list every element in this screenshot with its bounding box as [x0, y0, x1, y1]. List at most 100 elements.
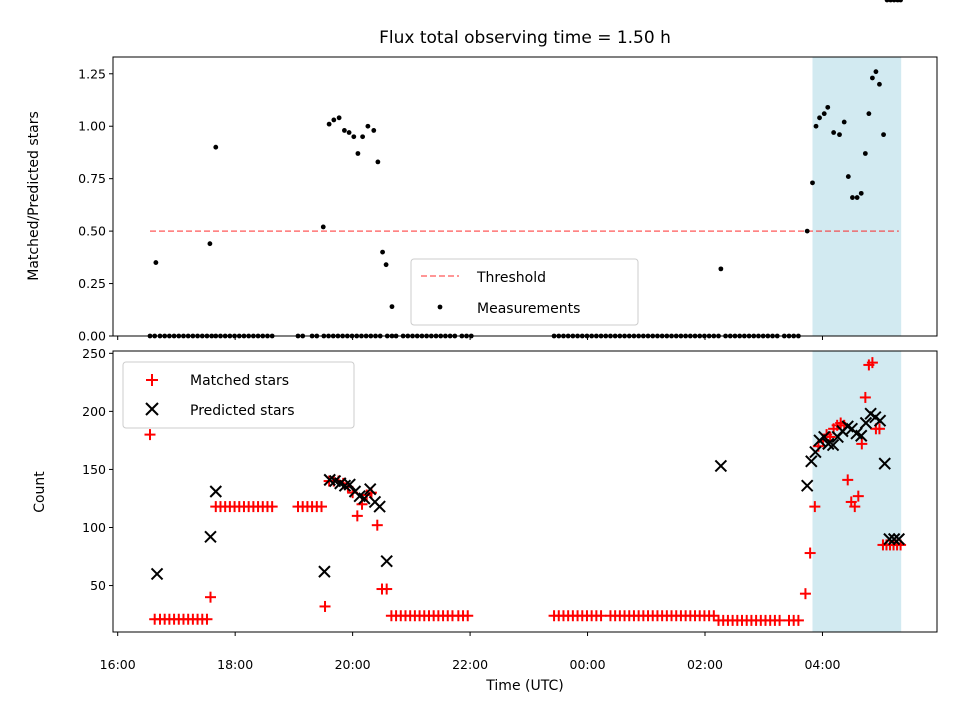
matched-stars-point — [852, 490, 864, 502]
measurement-point — [845, 174, 851, 179]
predicted-stars-point — [883, 532, 896, 546]
x-tick-label: 16:00 — [100, 657, 136, 672]
matched-stars-point — [319, 600, 331, 612]
bottom-legend: Matched stars Predicted stars — [122, 361, 355, 429]
x-axis-label: Time (UTC) — [485, 678, 563, 694]
measurement-point — [326, 121, 332, 127]
measurement-point — [320, 224, 326, 230]
measurement-point — [877, 81, 882, 87]
chart-title: Flux total observing time = 1.50 h — [379, 28, 671, 48]
predicted-stars-point — [373, 500, 386, 513]
matched-stars-point — [371, 519, 383, 531]
matched-stars-point — [849, 501, 861, 513]
legend-predicted-label: Predicted stars — [190, 403, 295, 419]
x-tick-label: 22:00 — [452, 657, 488, 672]
predicted-stars-point — [805, 455, 818, 468]
predicted-stars-point — [826, 438, 840, 452]
measurement-point — [804, 228, 810, 234]
matched-stars-point — [804, 547, 816, 559]
matched-stars-point — [856, 438, 868, 450]
measurement-point — [825, 104, 831, 110]
matched-stars-point — [866, 357, 878, 369]
matched-stars-point — [381, 583, 393, 595]
measurement-point — [718, 266, 724, 272]
predicted-stars-point — [204, 530, 217, 543]
measurement-point — [355, 151, 361, 156]
predicted-stars-point — [209, 485, 222, 498]
legend-predicted-swatch — [145, 402, 159, 416]
measurement-point — [854, 195, 860, 200]
matched-stars-point — [859, 391, 871, 403]
predicted-stars-point — [892, 532, 906, 546]
measurement-point — [375, 159, 381, 165]
y-tick-label: 0.50 — [78, 224, 106, 239]
matched-stars-point — [774, 614, 786, 626]
predicted-stars-point — [714, 459, 728, 473]
matched-stars-point — [351, 510, 363, 522]
y-tick-label: 1.25 — [78, 66, 106, 81]
predicted-stars-point — [358, 492, 371, 505]
predicted-stars-point — [887, 532, 901, 546]
bottom-panel-count: 50 100 150 200 250 16:00 18:00 20:00 22:00 00:00… — [32, 346, 938, 694]
measurement-point — [346, 130, 352, 135]
predicted-stars-point — [150, 567, 164, 581]
y-tick-label: 0.00 — [78, 329, 106, 344]
y-tick-label: 1.00 — [78, 119, 106, 134]
predicted-stars-point — [364, 482, 377, 496]
matched-stars-point — [792, 614, 804, 626]
bottom-y-axis-label: Count — [32, 471, 48, 513]
y-tick-label: 150 — [82, 462, 106, 477]
matched-stars-point — [842, 474, 854, 486]
measurement-point — [817, 115, 822, 121]
measurement-point — [837, 132, 842, 138]
legend-threshold-label: Threshold — [476, 270, 546, 286]
x-tick-label: 20:00 — [335, 657, 371, 672]
measurement-point — [389, 304, 395, 310]
measurement-point — [862, 151, 868, 156]
y-tick-label: 0.75 — [78, 171, 106, 186]
top-legend-box — [410, 258, 639, 326]
predicted-stars-point — [859, 416, 873, 430]
matched-stars-point — [799, 588, 811, 600]
matched-stars-point — [595, 610, 607, 622]
measurement-point — [821, 111, 827, 117]
top-panel-ratio: 0.00 0.25 0.50 0.75 1.00 1.25 Matched/Predict… — [26, 0, 938, 344]
predicted-stars-point — [873, 414, 887, 427]
shaded-interval-bottom — [812, 351, 902, 632]
y-tick-label: 0.25 — [78, 276, 106, 291]
measurement-point — [884, 0, 890, 3]
top-axes-frame — [112, 56, 938, 337]
predicted-stars-point — [809, 445, 822, 459]
measurement-point — [331, 117, 337, 123]
measurement-point — [336, 115, 342, 121]
measurement-point — [813, 123, 819, 129]
measurement-point — [869, 75, 875, 81]
measurement-point — [213, 144, 219, 150]
matched-stars-point — [144, 429, 156, 441]
measurement-point — [831, 130, 837, 135]
y-tick-label: 100 — [82, 520, 106, 535]
measurement-point — [153, 260, 159, 265]
legend-measurements-swatch — [437, 304, 443, 310]
y-tick-label: 200 — [82, 404, 106, 419]
matched-stars-point — [201, 613, 213, 625]
measurement-point — [342, 128, 347, 133]
predicted-stars-point — [855, 429, 868, 442]
x-tick-label: 18:00 — [217, 657, 253, 672]
x-tick-label: 00:00 — [570, 657, 606, 672]
bottom-axes-frame — [112, 350, 938, 633]
matched-stars-point — [204, 591, 216, 603]
measurement-point — [858, 190, 864, 196]
x-tick-label: 02:00 — [687, 657, 723, 672]
matched-stars-point — [809, 501, 821, 513]
legend-measurements-label: Measurements — [477, 301, 580, 317]
predicted-stars-point — [822, 437, 835, 451]
measurement-point — [898, 0, 903, 3]
measurement-point — [866, 111, 872, 117]
matched-stars-point — [873, 423, 885, 435]
measurement-point — [365, 123, 371, 129]
y-tick-label: 250 — [82, 346, 106, 361]
measurement-point — [810, 180, 815, 186]
top-legend: Threshold Measurements — [410, 258, 639, 326]
